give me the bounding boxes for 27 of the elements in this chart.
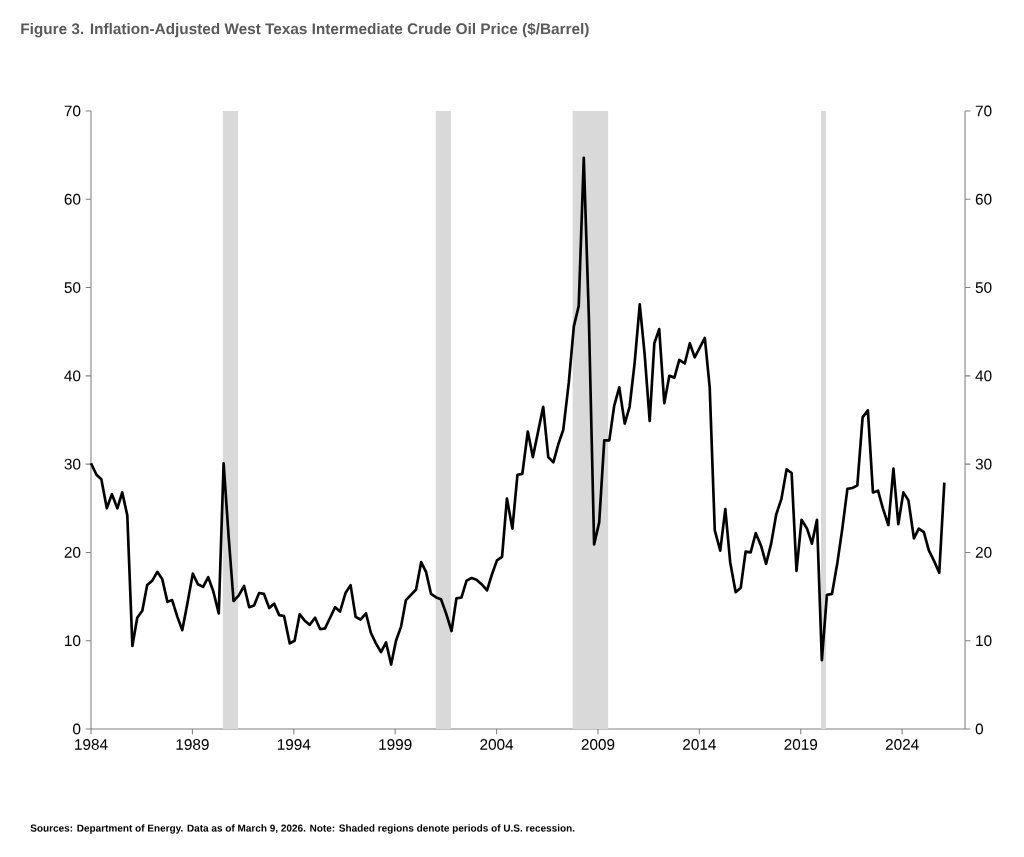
x-tick-label: 1989: [176, 739, 209, 750]
y-tick-label: 20: [64, 547, 81, 558]
x-tick-label: 2024: [885, 739, 919, 750]
chart-title: Figure 3. Inflation-Adjusted West Texas Intermediate Crude Oil Price ($/Barrel): [21, 22, 589, 38]
y-tick-label: 10: [65, 635, 81, 647]
x-tick-label: 2019: [784, 739, 818, 750]
y-tick-label: 50: [64, 282, 81, 293]
y-tick-label: 0: [73, 723, 81, 735]
y2-tick-label: 50: [975, 282, 992, 293]
y2-tick-label: 0: [975, 723, 983, 735]
y2-tick-label: 10: [976, 635, 992, 647]
y-tick-label: 30: [64, 458, 81, 470]
x-tick-label: 1994: [277, 739, 311, 750]
y-tick-label: 60: [64, 193, 81, 205]
y2-tick-label: 70: [975, 105, 992, 117]
x-tick-label: 2009: [581, 739, 615, 750]
x-tick-label: 2014: [683, 739, 716, 750]
y2-tick-label: 40: [975, 370, 992, 382]
y2-tick-label: 60: [975, 193, 992, 205]
y2-tick-label: 20: [975, 547, 992, 558]
source-note: Sources: Department of Energy. Data as of March 9, 2026. Note: Shaded regions denote periods of U.S. recession.: [30, 824, 575, 834]
x-tick-label: 1999: [379, 739, 412, 750]
x-tick-label: 2004: [480, 739, 514, 750]
y-tick-label: 70: [64, 105, 81, 117]
y-tick-label: 40: [64, 370, 81, 382]
x-tick-label: 1984: [75, 739, 108, 750]
y2-tick-label: 30: [975, 458, 992, 470]
